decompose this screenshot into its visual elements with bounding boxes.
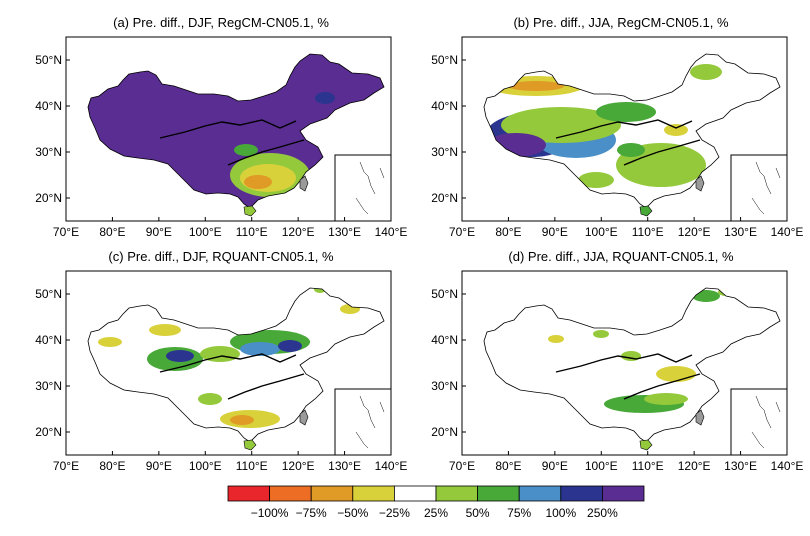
x-tick-label: 80°E [99, 225, 125, 239]
y-tick-label: 20°N [35, 191, 62, 205]
x-tick-label: 120°E [282, 225, 315, 239]
map-frame-d [461, 270, 788, 456]
colorbar-label: 100% [545, 506, 576, 520]
x-tick-label: 80°E [99, 459, 125, 473]
x-tick-label: 140°E [375, 459, 408, 473]
colorbar-swatch [310, 485, 354, 502]
colorbar-swatch [602, 485, 645, 502]
colorbar-label: 75% [507, 506, 531, 520]
x-tick-label: 100°E [585, 459, 618, 473]
colorbar-swatch [477, 485, 520, 502]
y-tick-label: 20°N [431, 425, 458, 439]
y-tick-label: 50°N [35, 287, 62, 301]
x-tick-label: 110°E [236, 225, 268, 239]
x-tick-label: 90°E [542, 459, 568, 473]
x-tick-label: 100°E [189, 459, 222, 473]
y-tick-label: 30°N [431, 145, 458, 159]
x-tick-label: 110°E [632, 459, 664, 473]
x-tick-label: 80°E [495, 225, 521, 239]
colorbar-swatch [560, 485, 603, 502]
map-frame-a [65, 36, 392, 222]
colorbar-swatch [269, 485, 312, 502]
colorbar-label: −50% [337, 506, 368, 520]
x-tick-label: 80°E [495, 459, 521, 473]
map-frame-c [65, 270, 392, 456]
colorbar-swatch [435, 485, 478, 502]
y-tick-label: 40°N [431, 99, 458, 113]
y-tick-label: 30°N [35, 145, 62, 159]
colorbar-label: 25% [424, 506, 448, 520]
inset-d [730, 388, 788, 456]
inset-c [334, 388, 392, 456]
colorbar-label: 50% [466, 506, 490, 520]
x-tick-label: 100°E [585, 225, 618, 239]
map-panel-d: (d) Pre. diff., JJA, RQUANT-CN05.1, % 70… [431, 249, 803, 473]
x-tick-label: 70°E [53, 225, 79, 239]
map-panel-c: (c) Pre. diff., DJF, RQUANT-CN05.1, % [35, 249, 407, 473]
x-tick-label: 120°E [282, 459, 315, 473]
x-tick-label: 130°E [724, 459, 757, 473]
y-tick-label: 20°N [431, 191, 458, 205]
x-tick-label: 130°E [328, 459, 361, 473]
y-tick-label: 50°N [431, 53, 458, 67]
y-tick-label: 40°N [35, 333, 62, 347]
x-tick-label: 140°E [771, 225, 804, 239]
map-panel-a: (a) Pre. diff., DJF, RegCM-CN05.1, % 70°… [35, 15, 407, 239]
x-tick-label: 90°E [146, 225, 172, 239]
colorbar-swatch [518, 485, 562, 502]
colorbar-label: −25% [379, 506, 410, 520]
colorbar: −100% −75% −50% −25% 25% 50% 75% 100% 250% [227, 485, 645, 520]
y-tick-label: 50°N [35, 53, 62, 67]
panel-title-b: (b) Pre. diff., JJA, RegCM-CN05.1, % [513, 15, 728, 30]
y-tick-label: 20°N [35, 425, 62, 439]
x-tick-label: 90°E [542, 225, 568, 239]
inset-a [334, 154, 392, 222]
y-tick-label: 30°N [35, 379, 62, 393]
colorbar-swatch [393, 485, 437, 502]
x-tick-label: 130°E [724, 225, 757, 239]
x-tick-label: 70°E [449, 459, 475, 473]
y-tick-label: 30°N [431, 379, 458, 393]
map-panel-b: (b) Pre. diff., JJA, RegCM-CN05.1, % [431, 15, 803, 239]
inset-b [730, 154, 788, 222]
map-frame-b [461, 36, 788, 222]
x-tick-label: 130°E [328, 225, 361, 239]
x-tick-label: 90°E [146, 459, 172, 473]
x-tick-label: 110°E [632, 225, 664, 239]
colorbar-label: 250% [587, 506, 618, 520]
colorbar-label: −100% [251, 506, 289, 520]
x-tick-label: 120°E [678, 225, 711, 239]
y-tick-label: 50°N [431, 287, 458, 301]
colorbar-swatch [352, 485, 395, 502]
x-tick-label: 140°E [375, 225, 408, 239]
x-tick-label: 70°E [449, 225, 475, 239]
x-tick-label: 110°E [236, 459, 268, 473]
panel-title-d: (d) Pre. diff., JJA, RQUANT-CN05.1, % [508, 249, 734, 264]
y-tick-label: 40°N [431, 333, 458, 347]
panel-title-c: (c) Pre. diff., DJF, RQUANT-CN05.1, % [108, 249, 334, 264]
colorbar-label: −75% [296, 506, 327, 520]
x-tick-label: 120°E [678, 459, 711, 473]
panel-title-a: (a) Pre. diff., DJF, RegCM-CN05.1, % [113, 15, 329, 30]
x-tick-label: 100°E [189, 225, 222, 239]
colorbar-swatch [227, 485, 270, 502]
x-tick-label: 140°E [771, 459, 804, 473]
y-tick-label: 40°N [35, 99, 62, 113]
x-tick-label: 70°E [53, 459, 79, 473]
